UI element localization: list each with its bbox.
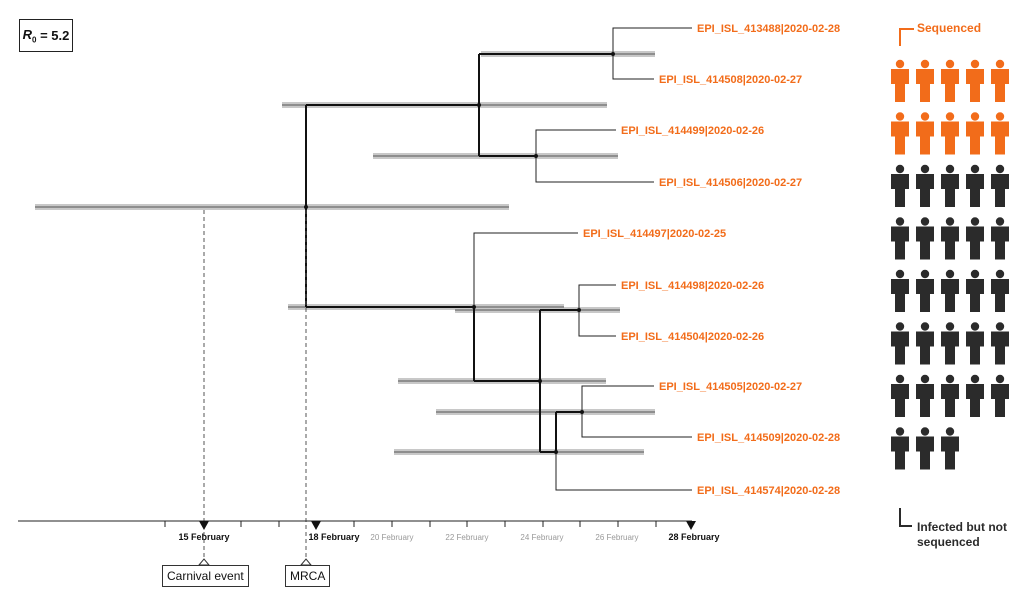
tip-labels: EPI_ISL_413488|2020-02-28 EPI_ISL_414508… — [583, 23, 840, 497]
tip-label: EPI_ISL_413488|2020-02-28 — [697, 23, 840, 35]
tip-label: EPI_ISL_414499|2020-02-26 — [621, 125, 764, 137]
carnival-event-callout: Carnival event — [162, 565, 249, 587]
tip-label: EPI_ISL_414506|2020-02-27 — [659, 177, 802, 189]
person-icon-sequenced — [941, 112, 959, 155]
person-icon-unsequenced — [966, 374, 984, 417]
person-icon-sequenced — [966, 59, 984, 102]
tick-label: 15 February — [178, 532, 229, 542]
person-icon-unsequenced — [916, 374, 934, 417]
legend-sequenced-label: Sequenced — [917, 21, 982, 35]
person-icon-unsequenced — [941, 374, 959, 417]
tick-label: 18 February — [308, 532, 359, 542]
tip-label: EPI_ISL_414509|2020-02-28 — [697, 432, 840, 444]
person-icon-unsequenced — [991, 217, 1009, 260]
person-icon-unsequenced — [966, 322, 984, 365]
tick-label: 24 February — [520, 533, 563, 542]
internal-branches — [305, 53, 613, 453]
person-icon-unsequenced — [891, 269, 909, 312]
thin-bar-cores — [35, 53, 655, 453]
unsequenced-bracket — [899, 508, 912, 527]
tree-node — [477, 103, 481, 107]
tick-marker — [686, 521, 696, 530]
tick-label: 26 February — [595, 533, 638, 542]
person-icon-unsequenced — [891, 427, 909, 470]
person-icon-unsequenced — [891, 164, 909, 207]
person-icon-unsequenced — [891, 217, 909, 260]
time-axis: 15 February 18 February 28 February 20 F… — [18, 520, 720, 542]
tree-nodes — [304, 52, 615, 454]
r0-value-box: R0 = 5.2 — [19, 19, 73, 52]
tick-label: 22 February — [445, 533, 488, 542]
tree-node — [554, 450, 558, 454]
tick-label: 20 February — [370, 533, 413, 542]
tip-label: EPI_ISL_414498|2020-02-26 — [621, 280, 764, 292]
person-icon-unsequenced — [916, 217, 934, 260]
r0-value: = 5.2 — [40, 28, 70, 43]
event-lines — [203, 210, 307, 560]
person-icon-unsequenced — [941, 269, 959, 312]
person-icon-unsequenced — [916, 322, 934, 365]
person-icon-unsequenced — [991, 374, 1009, 417]
person-icon-unsequenced — [891, 374, 909, 417]
sequenced-bracket — [899, 28, 914, 46]
person-icon-unsequenced — [941, 217, 959, 260]
tip-label: EPI_ISL_414497|2020-02-25 — [583, 228, 726, 240]
tick-label: 28 February — [668, 532, 719, 542]
person-icon-sequenced — [916, 59, 934, 102]
tip-label: EPI_ISL_414574|2020-02-28 — [697, 485, 840, 497]
person-icon-sequenced — [891, 59, 909, 102]
person-icon-sequenced — [991, 59, 1009, 102]
person-icon-unsequenced — [891, 322, 909, 365]
tree-node — [472, 305, 476, 309]
person-icon-unsequenced — [991, 322, 1009, 365]
person-icon-unsequenced — [966, 164, 984, 207]
person-icon-sequenced — [916, 112, 934, 155]
tree-node — [577, 308, 581, 312]
person-icon-sequenced — [941, 59, 959, 102]
person-icon-unsequenced — [991, 164, 1009, 207]
person-icon-unsequenced — [916, 164, 934, 207]
r0-symbol: R0 — [22, 26, 37, 45]
tip-label: EPI_ISL_414504|2020-02-26 — [621, 331, 764, 343]
person-icon-unsequenced — [916, 427, 934, 470]
legend-unsequenced-label-line2: sequenced — [917, 535, 980, 549]
person-icon-unsequenced — [941, 427, 959, 470]
legend-unsequenced-label-line1: Infected but not — [917, 520, 1007, 534]
person-icon-unsequenced — [966, 269, 984, 312]
tree-node — [538, 379, 542, 383]
tree-node — [580, 410, 584, 414]
tip-label: EPI_ISL_414505|2020-02-27 — [659, 381, 802, 393]
person-icon-sequenced — [966, 112, 984, 155]
mrca-callout: MRCA — [285, 565, 331, 587]
tick-marker — [311, 521, 321, 530]
person-icon-unsequenced — [991, 269, 1009, 312]
tip-branches — [473, 27, 692, 491]
person-icon-sequenced — [891, 112, 909, 155]
person-icon-unsequenced — [941, 164, 959, 207]
tree-node — [611, 52, 615, 56]
person-icon-sequenced — [991, 112, 1009, 155]
tree-node — [534, 154, 538, 158]
person-icon-unsequenced — [966, 217, 984, 260]
tick-marker — [199, 521, 209, 530]
tree-node — [304, 205, 308, 209]
uncertainty-bars — [35, 51, 655, 455]
people-grid — [891, 59, 1009, 470]
tip-label: EPI_ISL_414508|2020-02-27 — [659, 74, 802, 86]
person-icon-unsequenced — [916, 269, 934, 312]
person-icon-unsequenced — [941, 322, 959, 365]
